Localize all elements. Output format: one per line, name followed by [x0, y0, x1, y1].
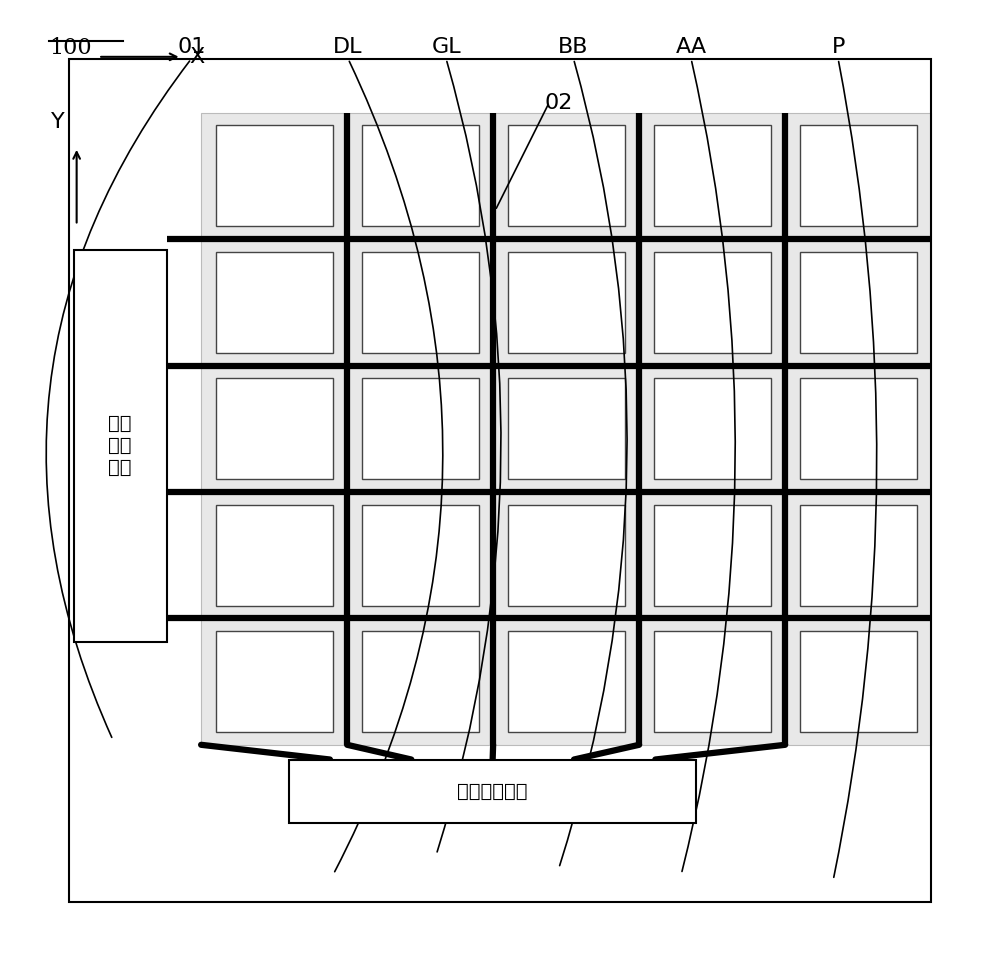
- Text: 02: 02: [545, 93, 573, 113]
- Text: 数据驱动电路: 数据驱动电路: [457, 782, 528, 801]
- Bar: [654, 631, 771, 732]
- Bar: [800, 125, 917, 226]
- Text: X: X: [189, 47, 205, 67]
- Bar: [508, 252, 625, 353]
- Text: 栏极
驱动
电路: 栏极 驱动 电路: [108, 415, 132, 477]
- Bar: [654, 125, 771, 226]
- Bar: [289, 760, 696, 823]
- Bar: [216, 378, 333, 479]
- Bar: [800, 378, 917, 479]
- Bar: [362, 631, 479, 732]
- Bar: [654, 378, 771, 479]
- Bar: [508, 125, 625, 226]
- Bar: [362, 252, 479, 353]
- Bar: [216, 505, 333, 606]
- Bar: [362, 378, 479, 479]
- Bar: [654, 505, 771, 606]
- Bar: [654, 252, 771, 353]
- Bar: [508, 505, 625, 606]
- Bar: [800, 631, 917, 732]
- Bar: [800, 252, 917, 353]
- Text: GL: GL: [431, 37, 461, 57]
- Bar: [216, 631, 333, 732]
- Bar: [69, 59, 931, 902]
- Bar: [508, 631, 625, 732]
- Bar: [216, 125, 333, 226]
- Text: AA: AA: [676, 37, 707, 57]
- Text: 01: 01: [177, 37, 205, 57]
- Bar: [201, 113, 931, 745]
- Bar: [508, 378, 625, 479]
- Bar: [800, 505, 917, 606]
- Text: P: P: [831, 37, 845, 57]
- Bar: [362, 125, 479, 226]
- Bar: [216, 252, 333, 353]
- Bar: [362, 505, 479, 606]
- Text: DL: DL: [333, 37, 363, 57]
- Text: Y: Y: [51, 113, 65, 132]
- Bar: [74, 250, 167, 642]
- Text: BB: BB: [558, 37, 589, 57]
- Text: 100: 100: [49, 37, 92, 59]
